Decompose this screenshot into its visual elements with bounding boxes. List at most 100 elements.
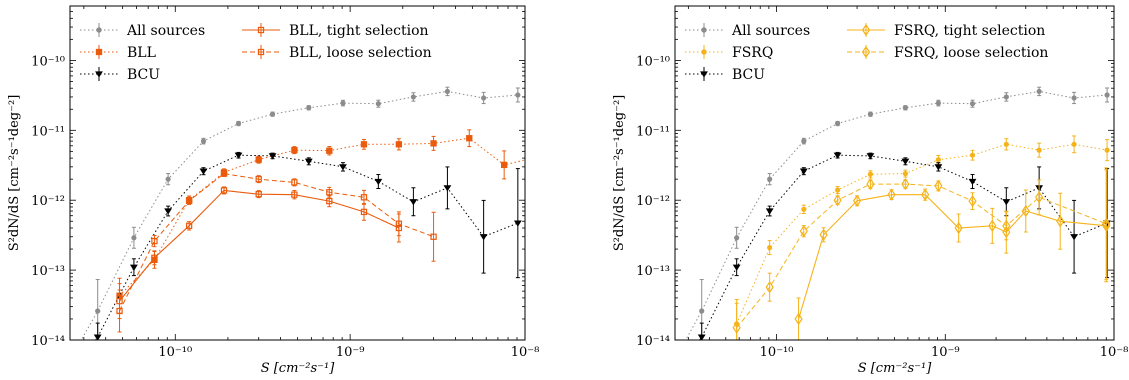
panel-left: 10⁻¹⁰ 10⁻⁹ 10⁻⁸ 10⁻¹⁴ 10⁻¹³ 10⁻¹² 10⁻¹¹ 10⁻¹⁰ S … (7, 5, 541, 378)
y-tick-label: 10⁻¹⁰ (636, 54, 670, 69)
data-point (1003, 141, 1009, 147)
x-tick-label: 10⁻¹⁰ (158, 345, 192, 360)
legend-marker (257, 48, 265, 56)
legend-marker (700, 71, 708, 78)
data-point (819, 228, 828, 241)
y-tick-label: 10⁻¹⁴ (31, 334, 65, 349)
data-point (58, 374, 62, 378)
legend-item: All sources (685, 23, 810, 39)
data-point (131, 235, 137, 241)
data-point (852, 194, 862, 207)
data-point (255, 191, 262, 198)
data-point (291, 191, 298, 198)
data-point (835, 120, 841, 127)
data-point (954, 221, 963, 235)
data-point (291, 146, 298, 154)
data-point (968, 194, 977, 208)
data-point (887, 188, 896, 201)
data-point (1056, 215, 1065, 228)
data-point (732, 321, 741, 334)
data-point (935, 100, 941, 106)
data-point (291, 179, 298, 186)
data-point (479, 234, 488, 241)
data-point (255, 175, 262, 183)
y-tick-label: 10⁻¹² (636, 194, 670, 209)
data-point (395, 220, 403, 227)
data-point (164, 208, 173, 215)
data-point (968, 178, 977, 186)
x-tick-label: 10⁻⁹ (336, 345, 365, 360)
legend-item: BLL, loose selection (242, 45, 432, 61)
data-point (1071, 141, 1077, 147)
legend-label: BLL, loose selection (289, 45, 432, 61)
legend-item: FSRQ (685, 45, 773, 61)
data-point (1002, 199, 1011, 206)
series-bll-loose-selection (116, 170, 437, 333)
data-point (185, 222, 193, 229)
data-point (500, 161, 508, 169)
data-point (360, 208, 368, 216)
data-point (866, 153, 875, 160)
y-tick-label: 10⁻¹¹ (31, 124, 65, 139)
data-point (1070, 234, 1079, 241)
data-point (732, 264, 741, 271)
legend-item: BLL (80, 45, 156, 61)
data-point (395, 141, 403, 148)
data-point (199, 168, 208, 175)
data-point (234, 152, 243, 159)
data-point (220, 187, 228, 194)
data-point (304, 158, 313, 165)
data-point (799, 225, 808, 238)
legend-label: FSRQ, tight selection (894, 23, 1045, 39)
data-point (374, 178, 383, 186)
data-point (95, 308, 101, 314)
legend-label: BLL (127, 45, 156, 61)
legend-item: All sources (80, 23, 205, 39)
legend-marker (95, 71, 103, 78)
series-bcu (93, 151, 522, 340)
x-tick-label: 10⁻¹⁰ (760, 345, 794, 360)
legend: All sources BLL BCU BLL, tight selection BLL… (80, 23, 432, 83)
data-point (1036, 147, 1042, 153)
legend-marker (257, 26, 265, 34)
data-point (151, 237, 158, 245)
y-tick-label: 10⁻¹⁴ (636, 334, 670, 349)
data-point (200, 138, 207, 144)
legend-label: BLL, tight selection (289, 23, 429, 39)
data-point (360, 141, 368, 148)
data-point (1104, 147, 1110, 153)
series-line (94, 154, 518, 340)
data-point (409, 199, 418, 206)
data-point (935, 157, 941, 163)
data-point (1071, 95, 1077, 101)
series-line (685, 90, 1108, 340)
legend-item: BCU (685, 67, 765, 83)
data-point (767, 244, 773, 251)
data-point (799, 168, 808, 175)
series-line (119, 137, 525, 297)
series-line (736, 143, 1108, 325)
data-point (1104, 92, 1110, 98)
data-point (326, 189, 333, 196)
legend-label: BCU (127, 67, 160, 83)
data-point (901, 177, 910, 191)
data-point (1002, 219, 1011, 232)
data-point (697, 334, 706, 340)
data-point (235, 120, 242, 127)
series-fsrq (734, 135, 1110, 340)
data-point (165, 176, 171, 182)
series-fsrq-loose-selection (732, 167, 1111, 340)
data-point (767, 176, 773, 182)
data-point (536, 154, 541, 159)
x-tick-label: 10⁻⁸ (511, 345, 540, 360)
data-point (664, 374, 668, 378)
data-point (481, 95, 487, 101)
data-point (185, 197, 193, 204)
data-point (360, 194, 368, 201)
data-point (969, 152, 976, 158)
series-line (80, 90, 518, 340)
panel-right: 10⁻¹⁰ 10⁻⁹ 10⁻⁸ 10⁻¹⁴ 10⁻¹³ 10⁻¹² 10⁻¹¹ 10⁻¹⁰ S … (612, 5, 1128, 378)
data-point (513, 220, 522, 227)
legend: All sources FSRQ BCU FSRQ, tight selection F… (685, 23, 1048, 83)
x-tick-label: 10⁻⁹ (931, 345, 960, 360)
